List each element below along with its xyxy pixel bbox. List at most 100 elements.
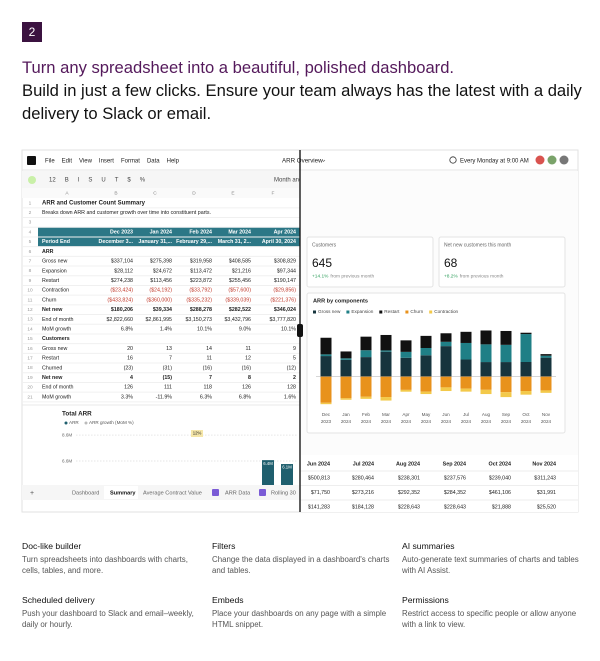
x-tick-label: 2024 [361,419,372,424]
bar-segment [400,389,412,392]
x-tick-label: Jan [342,412,350,417]
card-delta: +8.2% [444,273,458,279]
cell: $2,822,660 [106,317,133,323]
toolbar-item[interactable]: % [140,178,146,184]
cell: $346,024 [274,307,296,313]
tab-icon [259,489,266,496]
cell: Restart [42,356,60,362]
x-tick-label: 2024 [541,419,552,424]
cell: ($33,792) [189,288,212,294]
schedule[interactable]: Every Monday at 9:00 AM [460,159,529,165]
bar-segment [360,350,372,358]
annotation-bg [191,430,203,437]
feature-title: Embeds [212,595,244,605]
cell: April 30, 2024 [262,239,296,245]
cell: 2 [293,375,296,381]
toolbar-item[interactable]: S [88,178,92,184]
toolbar-item[interactable]: T [115,178,119,184]
cell: Jan 2024 [150,230,172,236]
table-cell: $228,643 [398,504,420,510]
cell: January 31,... [138,239,172,245]
menu-item[interactable]: View [79,159,93,165]
toolbar-item[interactable]: U [101,178,105,184]
row-number: 9 [29,278,32,284]
cell: Gross new [42,259,67,265]
x-tick-label: Nov [542,412,551,417]
bar-segment [500,344,512,363]
row-number: 10 [27,288,33,294]
bar-segment [480,362,492,377]
tab[interactable]: Dashboard [72,490,99,496]
cell: (16) [242,365,252,371]
toolbar-item[interactable]: $ [127,178,131,184]
toolbar-item[interactable]: B [65,178,69,184]
bar-segment [540,355,552,358]
chart-title: Total ARR [62,411,92,418]
legend-swatch [84,421,88,425]
tab[interactable]: Summary [110,490,136,496]
cell: $275,398 [150,259,172,265]
card [438,236,566,288]
table-header: Jun 2024 [307,461,330,467]
app-logo [27,156,36,165]
menu-item[interactable]: Edit [62,159,73,165]
toolbar [22,171,300,188]
legend-label: ARR growth (MoM %) [89,420,134,425]
tab[interactable]: Rolling 30 [271,490,296,496]
legend-swatch [379,310,383,314]
cell: Net new [42,307,63,313]
divider-handle[interactable] [297,324,303,337]
cell: Period End [42,239,70,245]
tab[interactable]: ARR Data [225,490,251,496]
legend-swatch [405,310,409,314]
bar-segment [400,351,412,358]
row-number: 17 [27,355,33,361]
cell: 1.6% [284,394,296,400]
bar-segment [340,376,352,399]
feature: Filters Change the data displayed in a da… [212,541,392,576]
cell: ($29,856) [273,288,296,294]
menu-item[interactable]: Data [147,159,160,165]
cell: 7 [209,375,212,381]
menu-item[interactable]: File [45,159,55,165]
cell: MoM growth [42,394,71,400]
clock-icon [449,156,457,164]
legend-label: Gross new [318,309,341,314]
menu-item[interactable]: Help [167,159,180,165]
toolbar-item[interactable]: I [78,178,80,184]
bar-segment [460,342,472,360]
value-label: 6.4M [263,461,273,466]
cell: 6.8% [239,394,251,400]
bar-segment [360,396,372,399]
cell: 10.1% [197,327,212,333]
bar-segment [340,359,352,377]
tab[interactable]: Average Contract Value [143,490,202,496]
cell: Feb 2024 [189,230,212,236]
doc-title[interactable]: ARR Overview [282,158,323,165]
toolbar-item[interactable]: 12 [49,178,56,184]
cell: -11.9% [156,394,173,400]
feature-text: Place your dashboards on any page with a… [212,609,387,629]
menu-item[interactable]: Insert [99,159,114,165]
cell: (16) [203,365,213,371]
feature-title: AI summaries [402,541,455,551]
x-tick-label: Aug [482,412,491,417]
menu-item[interactable]: Format [121,159,140,165]
row-number: 14 [27,326,33,332]
cell: $190,147 [274,278,296,284]
bar-segment [540,357,552,377]
toolbar-item[interactable]: Month and [274,178,302,184]
bar-segment [380,376,392,398]
bar-segment [540,390,552,393]
headline-lead: Turn any spreadsheet into a beautiful, p… [22,58,455,77]
cell: 9 [293,346,296,352]
bar-segment [480,330,492,345]
table-cell: $284,352 [444,490,466,496]
active-tab[interactable] [104,486,138,499]
cell: $39,334 [153,307,172,313]
bar-segment [340,398,352,400]
bar-segment [380,397,392,401]
cell: 16 [127,356,133,362]
card-value: 645 [312,256,332,270]
x-tick-label: Dec [322,412,331,417]
